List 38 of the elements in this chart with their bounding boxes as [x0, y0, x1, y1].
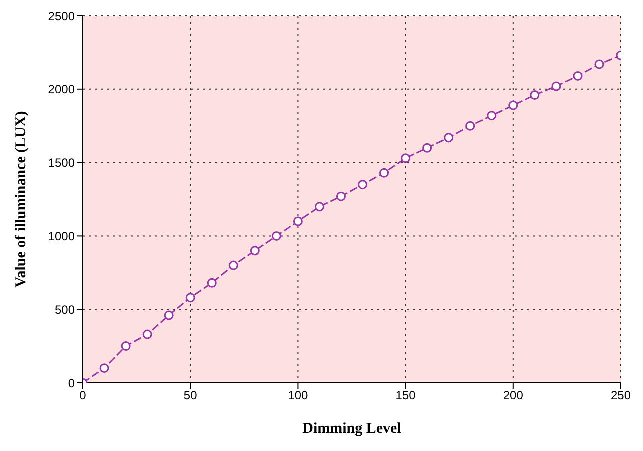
x-tick-label: 250	[610, 388, 632, 403]
point	[272, 231, 282, 241]
point	[444, 133, 454, 143]
point	[142, 330, 152, 340]
point	[250, 246, 260, 256]
point	[228, 260, 238, 270]
y-tick-label: 500	[54, 302, 76, 317]
y-tick-label: 2500	[48, 9, 76, 24]
point	[530, 90, 540, 100]
y-tick-label: 2000	[48, 82, 76, 97]
point	[422, 143, 432, 153]
x-tick-label: 150	[396, 388, 416, 403]
point	[186, 293, 196, 303]
point	[508, 100, 518, 110]
point	[380, 168, 390, 178]
x-tick-label: 50	[184, 388, 198, 403]
y-tick-label: 1000	[48, 229, 76, 244]
y-tick-label: 1500	[48, 156, 76, 170]
point	[164, 310, 174, 320]
point	[466, 121, 476, 131]
point	[336, 192, 346, 202]
point	[573, 71, 583, 81]
x-axis-title: Dimming Level	[302, 421, 402, 437]
point	[594, 60, 604, 70]
y-tick-label: 0	[68, 376, 76, 390]
point	[552, 82, 562, 92]
point	[401, 154, 411, 164]
x-tick-label: 0	[80, 388, 87, 403]
point	[358, 180, 368, 190]
x-tick-label: 200	[503, 388, 524, 403]
point	[293, 216, 303, 226]
point	[121, 342, 131, 352]
point	[314, 202, 324, 212]
y-axis-title: Value of illuminance (LUX)	[13, 111, 30, 288]
point	[207, 278, 217, 288]
point	[100, 364, 110, 374]
x-tick-label: 100	[288, 388, 309, 403]
point	[487, 111, 497, 121]
